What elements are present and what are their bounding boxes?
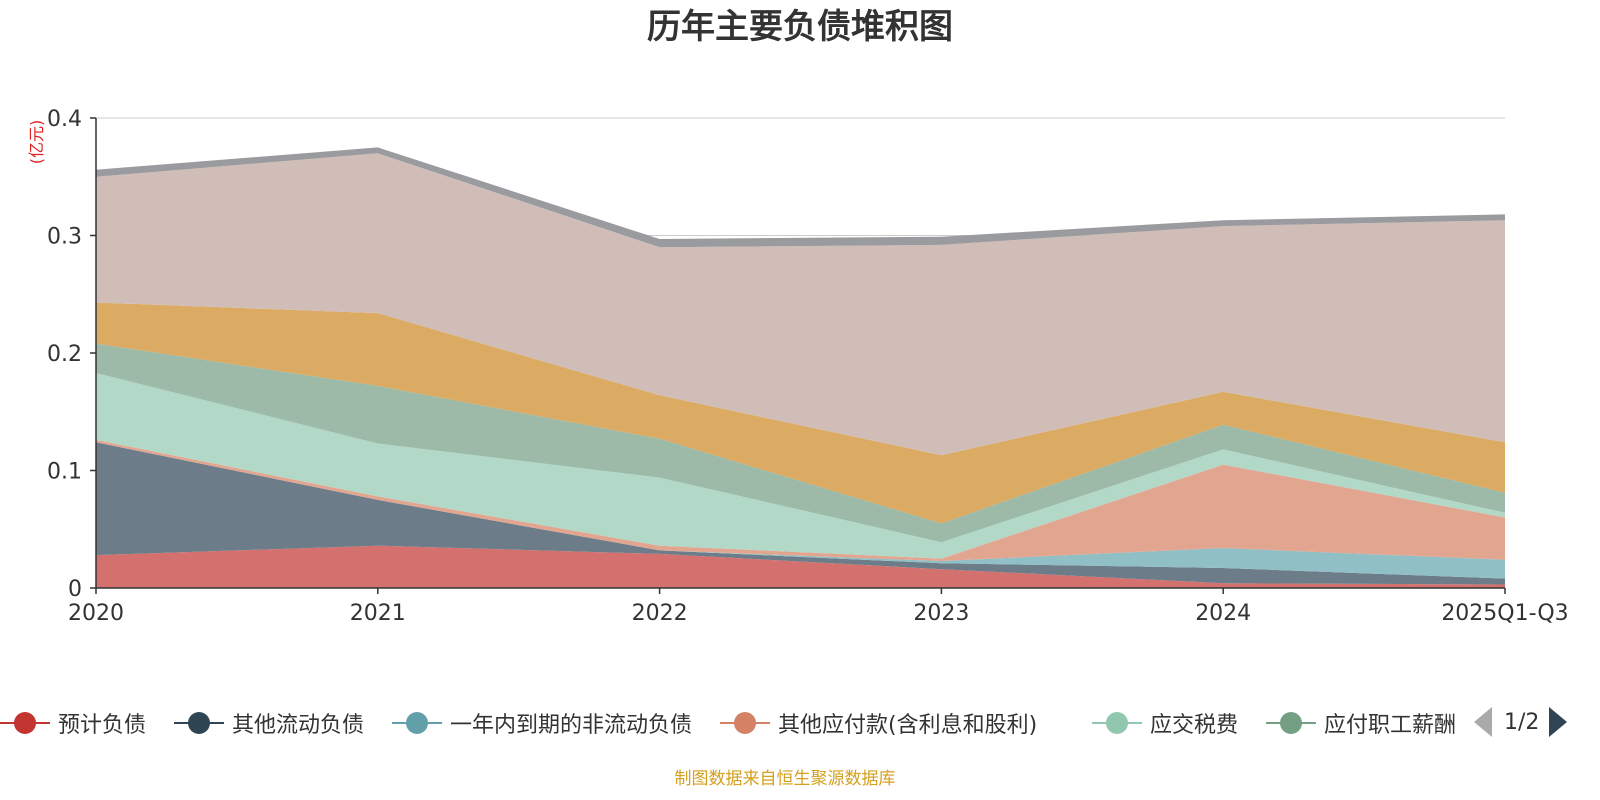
y-tick-label: 0.3 (47, 225, 82, 250)
y-tick-label: 0.2 (47, 342, 82, 367)
legend-label: 一年内到期的非流动负债 (450, 713, 693, 738)
area-series-7 (96, 153, 1505, 456)
area-series-8 (96, 147, 1505, 248)
y-tick-label: 0.4 (47, 107, 82, 132)
legend-label: 其他流动负债 (232, 713, 365, 738)
legend-marker-icon (0, 705, 50, 741)
legend-label: 应交税费 (1150, 713, 1239, 738)
chart-title: 历年主要负债堆积图 (647, 7, 953, 47)
x-tick-label: 2020 (68, 601, 124, 626)
legend-item-2[interactable]: 一年内到期的非流动负债 (392, 705, 692, 741)
x-tick-label: 2025Q1-Q3 (1441, 601, 1568, 626)
area-series-4 (96, 373, 1505, 559)
data-source-note: 制图数据来自恒生聚源数据库 (674, 769, 896, 789)
x-tick-label: 2022 (632, 601, 688, 626)
legend-marker-icon (1092, 705, 1142, 741)
legend-page-indicator: 1/2 (1504, 709, 1540, 735)
area-series-5 (96, 343, 1505, 543)
area-chart: 0 0.1 0.2 0.3 0.4 2020 2021 2022 2023 2024 2025Q1-… (27, 107, 1569, 626)
x-tick-label: 2024 (1195, 601, 1251, 626)
legend-pager: 1/2 (1474, 704, 1568, 740)
legend-prev-arrow-icon[interactable] (1474, 707, 1492, 737)
axis-labels: 0 0.1 0.2 0.3 0.4 2020 2021 2022 2023 2024 2025Q1-… (47, 107, 1569, 626)
x-tick-label: 2023 (913, 601, 969, 626)
legend-marker-icon (720, 705, 770, 741)
x-tick-label: 2021 (350, 601, 406, 626)
legend-next-arrow-icon[interactable] (1549, 707, 1568, 737)
legend-item-3[interactable]: 其他应付款(含利息和股利) (720, 705, 1037, 741)
y-axis-unit: (亿元) (27, 120, 46, 165)
y-tick-label: 0.1 (47, 460, 82, 485)
area-series-1 (96, 442, 1505, 585)
series-areas (96, 147, 1505, 588)
legend-item-5[interactable]: 应付职工薪酬 (1266, 705, 1456, 741)
y-tick-label: 0 (68, 577, 82, 602)
legend-label: 其他应付款(含利息和股利) (778, 713, 1038, 738)
area-series-3 (96, 439, 1505, 561)
legend-label: 预计负债 (58, 713, 147, 738)
legend-item-0[interactable]: 预计负债 (0, 705, 146, 741)
legend-item-1[interactable]: 其他流动负债 (174, 705, 364, 741)
legend: 预计负债 其他流动负债 一年内到期的非流动负债 其他应付款(含利息和股利) 应交税费 应付… (0, 705, 1485, 741)
legend-marker-icon (174, 705, 224, 741)
legend-item-4[interactable]: 应交税费 (1092, 705, 1238, 741)
area-series-6 (96, 302, 1505, 524)
axes (95, 118, 1505, 589)
legend-marker-icon (392, 705, 442, 741)
legend-label: 应付职工薪酬 (1324, 713, 1457, 738)
legend-marker-icon (1266, 705, 1316, 741)
area-series-2 (96, 442, 1505, 579)
area-series-0 (96, 545, 1505, 588)
